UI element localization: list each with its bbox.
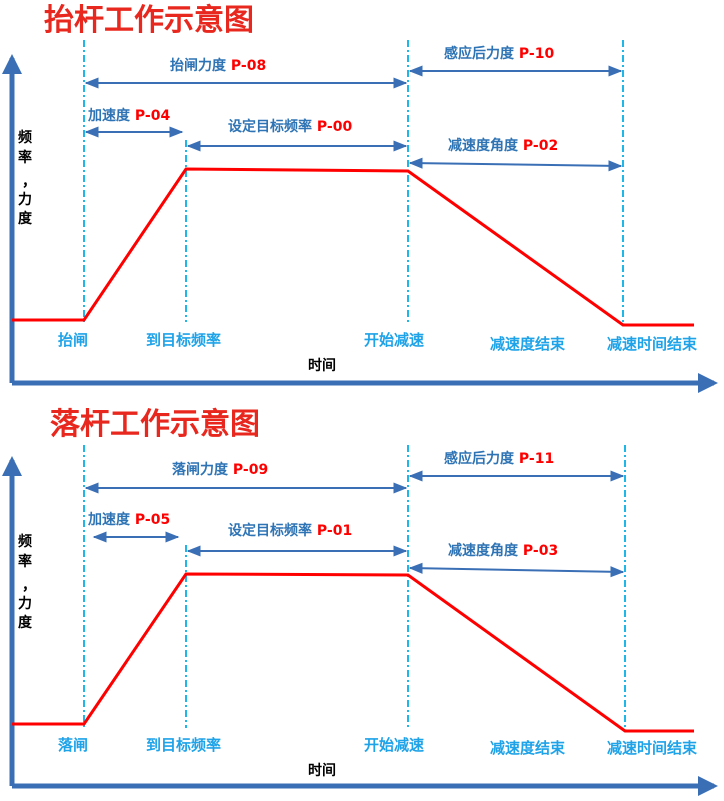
svg-text:度: 度 — [18, 614, 33, 631]
raise-accel-label: 加速度 P-04 — [87, 107, 170, 124]
lower-event-reach-target: 到目标频率 — [146, 736, 221, 754]
lower-event-decel-end: 减速度结束 — [490, 739, 566, 757]
lower-param-arrows — [84, 470, 625, 578]
lower-event-decel-time-end: 减速时间结束 — [607, 739, 698, 757]
raise-diagram: 抬杆工作示意图 频 率 ， 力 度 时间 — [1, 3, 718, 393]
lower-target-freq-label: 设定目标频率 P-01 — [228, 522, 352, 539]
svg-text:力: 力 — [18, 191, 32, 208]
raise-decel-angle-arrow — [408, 157, 623, 172]
lower-y-axis-label: 频 率 ， 力 度 — [18, 533, 36, 631]
svg-text:率: 率 — [18, 553, 32, 570]
lower-event-start: 落闸 — [58, 736, 88, 754]
svg-text:率: 率 — [18, 149, 32, 166]
svg-text:度: 度 — [18, 210, 33, 227]
lower-x-axis-label: 时间 — [308, 762, 336, 779]
raise-x-axis-label: 时间 — [308, 357, 336, 374]
raise-decel-angle-label: 减速度角度 P-02 — [448, 137, 558, 154]
svg-text:，: ， — [22, 174, 36, 190]
lower-accel-label: 加速度 P-05 — [87, 511, 170, 528]
raise-frequency-curve — [12, 167, 694, 327]
raise-event-start-decel: 开始减速 — [364, 331, 424, 349]
raise-event-decel-time-end: 减速时间结束 — [607, 335, 698, 353]
lower-diagram-title: 落杆工作示意图 — [50, 407, 260, 442]
lower-guide-lines — [83, 445, 626, 728]
raise-gate-force-label: 抬闸力度 P-08 — [170, 57, 266, 74]
raise-param-arrows — [84, 65, 623, 172]
svg-text:频: 频 — [18, 129, 32, 146]
raise-y-axis-label: 频 率 ， 力 度 — [18, 129, 36, 227]
raise-event-decel-end: 减速度结束 — [490, 335, 566, 353]
svg-text:，: ， — [22, 578, 36, 594]
lower-sensing-force-label: 感应后力度 P-11 — [444, 450, 554, 467]
lower-gate-force-label: 落闸力度 P-09 — [172, 461, 268, 478]
lower-decel-angle-arrow — [408, 562, 625, 578]
svg-text:力: 力 — [18, 595, 32, 612]
raise-target-freq-label: 设定目标频率 P-00 — [228, 118, 352, 135]
raise-event-start: 抬闸 — [58, 331, 88, 349]
svg-text:频: 频 — [18, 533, 32, 550]
lower-frequency-curve — [12, 572, 694, 733]
lower-event-start-decel: 开始减速 — [364, 736, 424, 754]
lower-decel-angle-label: 减速度角度 P-03 — [448, 542, 558, 559]
raise-sensing-force-label: 感应后力度 P-10 — [444, 45, 554, 62]
raise-event-reach-target: 到目标频率 — [146, 331, 221, 349]
lower-diagram: 落杆工作示意图 频 率 ， 力 度 时间 — [1, 407, 718, 796]
raise-diagram-title: 抬杆工作示意图 — [44, 3, 254, 38]
